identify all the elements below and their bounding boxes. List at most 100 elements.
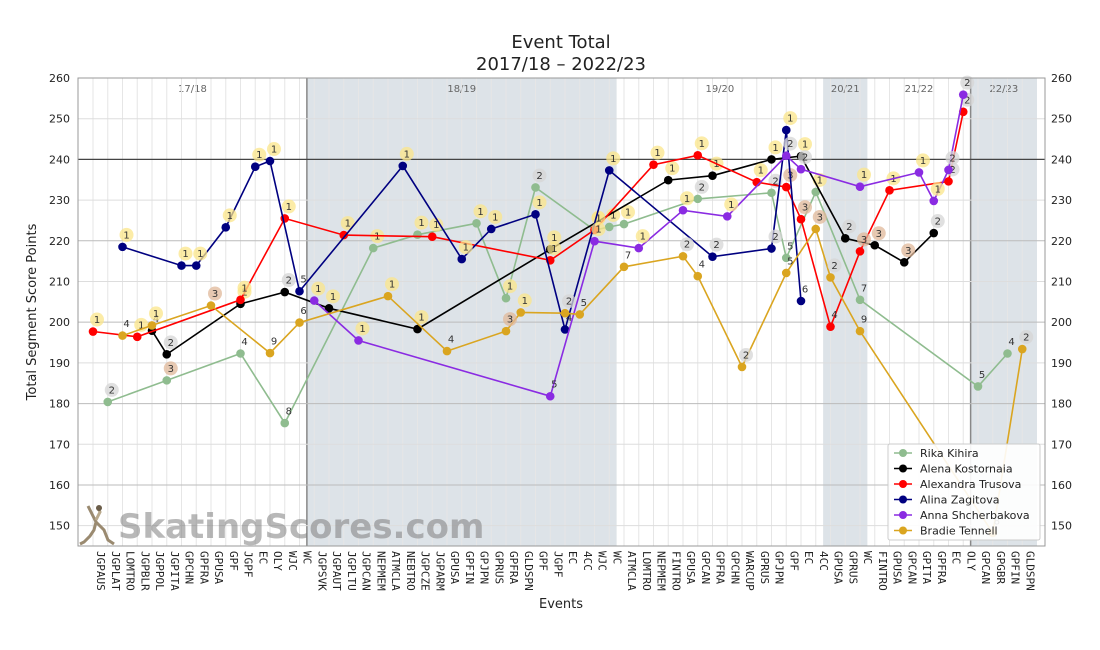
rank-label: 4	[448, 335, 454, 346]
rank-label: 6	[802, 285, 808, 296]
rank-badge	[606, 151, 621, 166]
x-tick-label: JGPAUT	[330, 551, 343, 591]
rank-badge	[414, 215, 429, 230]
data-point	[280, 418, 290, 428]
y-tick-label-left: 260	[49, 72, 70, 85]
legend-item: Rika Kihira	[920, 447, 979, 460]
x-tick-label: GPUSA	[212, 551, 225, 584]
legend-item: Alexandra Trusova	[920, 478, 1021, 491]
rank-label: 1	[728, 200, 734, 211]
data-point	[767, 155, 776, 164]
data-point	[398, 161, 408, 171]
rank-label: 7	[861, 283, 867, 294]
series-layer: 2348111121112251754421211111112332111111…	[88, 75, 1034, 538]
x-tick-label: JGPAUS	[94, 551, 107, 591]
data-point	[781, 182, 791, 192]
x-tick-label: GPRUS	[846, 551, 859, 584]
x-tick-label: GPJPN	[773, 551, 786, 584]
data-point	[855, 182, 865, 191]
y-tick-label-left: 220	[49, 235, 70, 248]
data-point	[796, 164, 806, 174]
season-label: 17/18	[178, 84, 207, 95]
x-tick-label: JGPPOL	[153, 551, 166, 591]
rank-label: 1	[625, 208, 631, 219]
plot-frame	[77, 77, 1046, 547]
y-tick-label-right: 170	[1051, 438, 1072, 451]
x-axis-label: Events	[539, 597, 583, 612]
rank-label: 1	[404, 149, 410, 160]
data-point	[177, 261, 186, 270]
rank-badge	[680, 191, 694, 206]
data-point	[929, 196, 939, 206]
rank-label: 1	[197, 249, 203, 260]
data-point	[885, 186, 894, 195]
data-point	[147, 321, 157, 330]
legend-marker	[899, 526, 907, 535]
data-point	[221, 223, 231, 232]
data-point	[118, 242, 127, 252]
rank-label: 5	[551, 380, 557, 391]
rank-label: 1	[359, 324, 365, 335]
data-point	[855, 326, 865, 336]
data-point	[767, 188, 776, 198]
y-tick-label-right: 180	[1051, 398, 1072, 411]
x-tick-label: GPCHN	[728, 551, 741, 584]
rank-badge	[562, 294, 576, 309]
rank-label: 1	[345, 219, 351, 230]
y-tick-label-left: 240	[49, 153, 70, 166]
data-point	[265, 156, 275, 166]
rank-label: 2	[1023, 333, 1029, 344]
data-point	[634, 243, 644, 253]
x-tick-label: GPUSA	[891, 551, 904, 584]
x-tick-label: GPUSA	[832, 551, 845, 584]
data-point	[516, 308, 526, 317]
x-tick-label: GPRUS	[758, 551, 771, 584]
y-axis-label: Total Segment Score Points	[25, 223, 40, 401]
rank-label: 1	[182, 249, 188, 260]
x-tick-label: WC	[301, 551, 314, 564]
rank-badge	[709, 237, 724, 252]
rank-badge	[193, 246, 208, 261]
rank-label: 4	[831, 310, 837, 321]
rank-badge	[385, 277, 399, 292]
y-tick-label-left: 210	[49, 275, 70, 288]
rank-badge	[871, 226, 886, 241]
rank-label: 2	[949, 153, 955, 164]
rank-label: 1	[507, 282, 513, 293]
rank-label: 1	[684, 194, 690, 205]
x-tick-label: GPITA	[920, 551, 933, 584]
rank-badge	[1019, 330, 1034, 345]
rank-label: 1	[123, 230, 129, 241]
x-tick-label: GPFIN	[463, 551, 476, 584]
data-point	[678, 205, 688, 215]
x-tick-label: JGPCZE	[419, 551, 432, 591]
rank-label: 8	[286, 407, 292, 418]
rank-label: 4	[1008, 337, 1014, 348]
rank-label: 1	[817, 175, 823, 186]
rank-badge	[930, 214, 945, 229]
y-tick-label-right: 250	[1051, 113, 1072, 126]
rank-badge	[842, 219, 857, 234]
rank-badge	[473, 204, 488, 219]
legend-marker	[899, 464, 907, 473]
rank-label: 2	[684, 240, 690, 251]
x-tick-label: WC	[861, 551, 874, 564]
x-tick-label: GPGBR	[994, 551, 1007, 584]
x-tick-label: LOMTRO	[640, 551, 653, 591]
legend-item: Alena Kostornaia	[920, 463, 1013, 476]
rank-badge	[119, 227, 134, 242]
y-tick-label-left: 170	[49, 438, 70, 451]
data-point	[619, 219, 629, 229]
legend-item: Bradie Tennell	[920, 525, 998, 538]
rank-label: 2	[772, 176, 778, 187]
x-tick-label: GPCAN	[699, 551, 712, 584]
rank-badge	[414, 310, 429, 325]
data-point	[265, 348, 275, 358]
data-point	[368, 243, 378, 253]
x-tick-label: 4CC	[581, 551, 594, 571]
data-point	[781, 253, 791, 263]
x-tick-label: LOMTRO	[124, 551, 137, 591]
watermark-text: SkatingScores.com	[118, 507, 484, 547]
rank-badge	[488, 209, 503, 224]
